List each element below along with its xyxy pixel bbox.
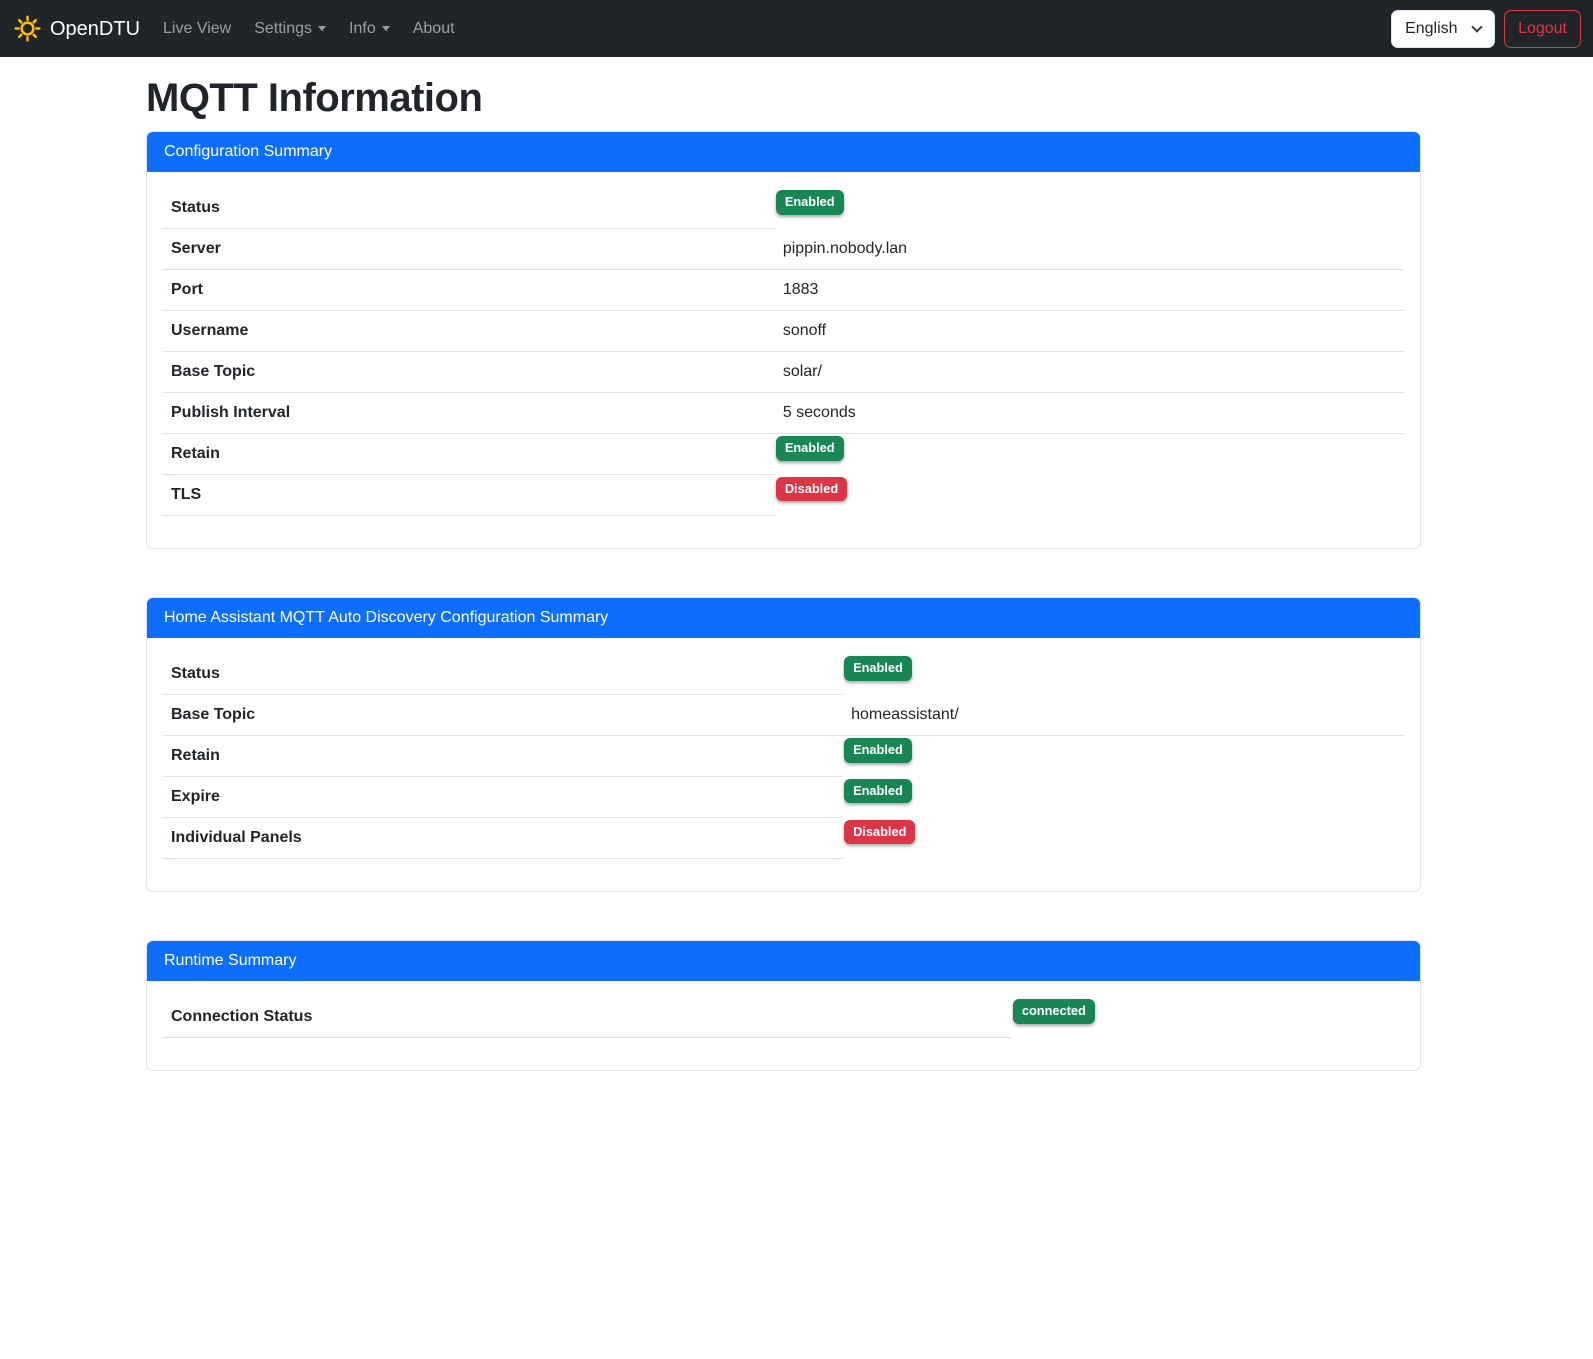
row-label: Status (163, 188, 775, 229)
brand-label: OpenDTU (50, 17, 141, 40)
nav-links: Live View Settings Info About (154, 9, 469, 49)
summary-table: Status Enabled Base Topic homeassistant/Ret… (163, 654, 1404, 859)
language-select-wrap: English (1391, 9, 1496, 48)
logout-button[interactable]: Logout (1504, 9, 1581, 48)
card-header: Home Assistant MQTT Auto Discovery Confi… (147, 598, 1420, 638)
row-label: Publish Interval (163, 392, 775, 434)
row-label: Base Topic (163, 351, 775, 393)
table-row: Status Enabled (163, 654, 1404, 695)
card-configuration-summary: Configuration Summary Status Enabled Server… (146, 131, 1421, 549)
table-row: TLS Disabled (163, 474, 1404, 516)
card-body: Status Enabled Server pippin.nobody.lan Port… (147, 172, 1420, 548)
row-value: pippin.nobody.lan (774, 228, 1404, 270)
table-row: Publish Interval 5 seconds (163, 392, 1404, 434)
row-label: Port (163, 269, 775, 311)
row-value: 5 seconds (774, 392, 1404, 434)
nav-item-live-view[interactable]: Live View (154, 9, 240, 49)
page-title: MQTT Information (146, 76, 483, 120)
row-value-badge-cell: Disabled (843, 818, 1404, 859)
table-row: Status Enabled (163, 188, 1404, 229)
table-row: Retain Enabled (163, 735, 1404, 777)
nav-item-settings[interactable]: Settings (245, 9, 335, 49)
navbar: OpenDTU Live View Settings Info About Engli… (0, 0, 1593, 57)
row-value: homeassistant/ (843, 694, 1404, 736)
navbar-right: English Logout (1391, 9, 1581, 48)
row-value-badge-cell: Enabled (843, 777, 1404, 818)
row-label: Connection Status (163, 997, 1012, 1038)
table-row: Port 1883 (163, 269, 1404, 311)
table-row: Username sonoff (163, 310, 1404, 352)
nav-item-about[interactable]: About (404, 9, 464, 49)
row-value: solar/ (774, 351, 1404, 393)
language-select[interactable]: English (1391, 9, 1496, 48)
row-label: TLS (163, 474, 775, 516)
status-badge: Enabled (844, 738, 912, 763)
main-content: MQTT Information Configuration Summary St… (146, 74, 1421, 1071)
caret-down-icon (381, 26, 390, 35)
status-badge: Enabled (775, 436, 844, 461)
card-header: Configuration Summary (147, 132, 1420, 172)
status-badge: Disabled (844, 819, 916, 845)
nav-item-label: Live View (163, 19, 232, 37)
status-badge: Enabled (844, 778, 912, 804)
row-value-badge-cell: Enabled (843, 736, 1404, 777)
nav-item-label: About (412, 19, 455, 37)
row-value-badge-cell: connected (1012, 997, 1404, 1038)
table-row: Base Topic solar/ (163, 351, 1404, 393)
table-row: Server pippin.nobody.lan (163, 228, 1404, 270)
card-body: Connection Status connected (147, 981, 1420, 1070)
card-home-assistant-mqtt-auto-discovery-configuration-summary: Home Assistant MQTT Auto Discovery Confi… (146, 597, 1421, 892)
cards-container: Configuration Summary Status Enabled Server… (146, 131, 1421, 1071)
summary-table: Connection Status connected (163, 997, 1404, 1038)
row-label: Retain (163, 735, 844, 777)
row-value-badge-cell: Disabled (775, 475, 1404, 516)
row-value: 1883 (774, 269, 1404, 311)
nav-item-label: Settings (254, 19, 313, 37)
caret-down-icon (318, 26, 327, 35)
table-row: Base Topic homeassistant/ (163, 694, 1404, 736)
brand[interactable]: OpenDTU (14, 14, 140, 44)
status-badge: connected (1012, 999, 1095, 1024)
table-row: Retain Enabled (163, 433, 1404, 475)
card-header: Runtime Summary (147, 941, 1420, 981)
row-value-badge-cell: Enabled (843, 654, 1404, 695)
row-value: sonoff (774, 310, 1404, 352)
row-label: Status (163, 654, 844, 695)
card-body: Status Enabled Base Topic homeassistant/Ret… (147, 638, 1420, 891)
nav-item-label: Info (349, 19, 376, 37)
summary-table: Status Enabled Server pippin.nobody.lan Port… (163, 188, 1404, 516)
row-label: Individual Panels (163, 817, 844, 859)
row-label: Base Topic (163, 694, 844, 736)
status-badge: Disabled (775, 476, 848, 502)
card-runtime-summary: Runtime Summary Connection Status connecte… (146, 940, 1421, 1071)
row-value-badge-cell: Enabled (775, 434, 1404, 475)
table-row: Expire Enabled (163, 776, 1404, 818)
row-label: Expire (163, 776, 844, 818)
status-badge: Enabled (844, 656, 912, 681)
row-value-badge-cell: Enabled (775, 188, 1404, 229)
table-row: Individual Panels Disabled (163, 817, 1404, 859)
table-row: Connection Status connected (163, 997, 1404, 1038)
row-label: Server (163, 228, 775, 270)
row-label: Username (163, 310, 775, 352)
row-label: Retain (163, 433, 775, 475)
nav-item-info[interactable]: Info (340, 9, 399, 49)
status-badge: Enabled (775, 190, 844, 215)
sun-icon (14, 15, 41, 42)
